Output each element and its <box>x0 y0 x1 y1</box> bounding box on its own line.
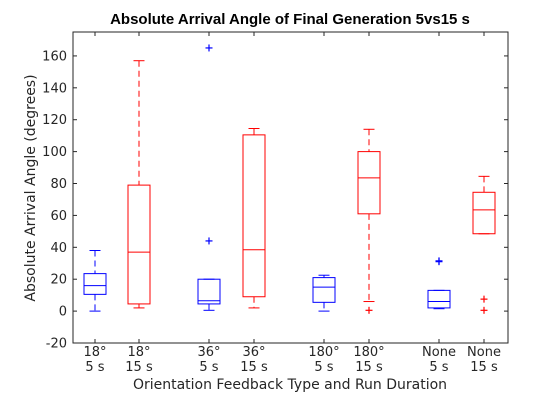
x-tick-label-line1: 180° <box>308 345 339 360</box>
x-tick-label-line2: 15 s <box>355 360 383 375</box>
y-tick-label: 140 <box>42 81 67 96</box>
x-tick-label-line1: None <box>467 345 501 360</box>
box-group <box>197 44 221 311</box>
outlier-marker <box>205 44 213 52</box>
x-tick-label-line2: 15 s <box>240 360 268 375</box>
box-group <box>127 60 151 309</box>
y-tick-label: -20 <box>46 337 67 352</box>
boxes-group <box>83 44 496 314</box>
box-group <box>427 257 451 310</box>
x-tick-label-line2: 15 s <box>125 360 153 375</box>
y-tick-label: 80 <box>50 177 67 192</box>
y-tick-label: 100 <box>42 145 67 160</box>
x-tick-label-line2: 5 s <box>429 360 448 375</box>
y-tick-label: 60 <box>50 209 67 224</box>
box-iqr <box>472 191 496 235</box>
y-axis: -20 0 20 40 60 80 100 120 140 160 <box>42 49 508 352</box>
box-iqr <box>427 289 451 309</box>
y-tick-label: 20 <box>50 273 67 288</box>
box-group <box>83 249 107 312</box>
x-tick-label-line1: 18° <box>127 345 150 360</box>
plot-area <box>72 31 509 344</box>
y-axis-label: Absolute Arrival Angle (degrees) <box>23 74 39 301</box>
outlier-marker <box>480 306 488 314</box>
x-tick-label-line1: 36° <box>242 345 265 360</box>
x-tick-label-line2: 5 s <box>199 360 218 375</box>
x-tick-label-line2: 5 s <box>314 360 333 375</box>
y-tick-label: 160 <box>42 49 67 64</box>
box-iqr <box>83 273 107 295</box>
box-iqr <box>242 134 266 298</box>
box-iqr <box>357 151 381 215</box>
outlier-marker <box>480 295 488 303</box>
x-tick-label-line1: 36° <box>197 345 220 360</box>
box-group <box>472 175 496 314</box>
x-axis-label: Orientation Feedback Type and Run Durati… <box>133 377 447 393</box>
y-tick-label: 40 <box>50 241 67 256</box>
box-group <box>357 128 381 314</box>
x-tick-label-line1: None <box>422 345 456 360</box>
chart-title: Absolute Arrival Angle of Final Generati… <box>110 11 470 28</box>
box-group <box>242 127 266 309</box>
x-tick-label-line1: 18° <box>83 345 106 360</box>
x-tick-label-line2: 5 s <box>85 360 104 375</box>
box-iqr <box>197 278 221 305</box>
x-tick-label-line2: 15 s <box>470 360 498 375</box>
x-tick-label-line1: 180° <box>353 345 384 360</box>
y-tick-label: 120 <box>42 113 67 128</box>
outlier-marker <box>435 257 443 265</box>
outlier-marker <box>205 237 213 245</box>
y-tick-label: 0 <box>59 305 67 320</box>
outlier-marker <box>365 306 373 314</box>
box-iqr <box>312 277 336 303</box>
box-group <box>312 274 336 312</box>
box-iqr <box>127 184 151 305</box>
